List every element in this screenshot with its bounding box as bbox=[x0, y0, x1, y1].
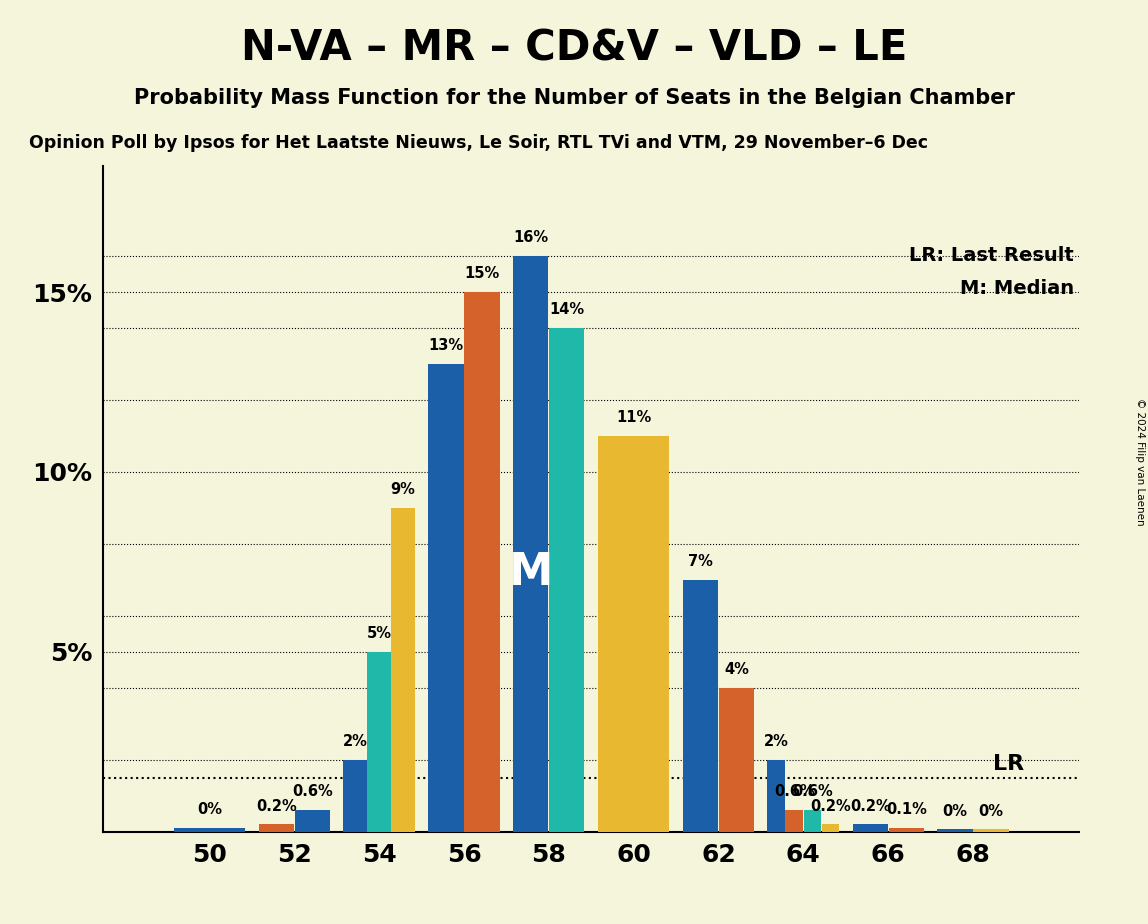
Bar bbox=[174, 828, 245, 832]
Text: 0%: 0% bbox=[943, 804, 968, 819]
Text: 0%: 0% bbox=[978, 804, 1003, 819]
Text: 5%: 5% bbox=[366, 626, 391, 641]
Text: 16%: 16% bbox=[513, 230, 549, 246]
Text: 0.6%: 0.6% bbox=[774, 784, 815, 799]
Text: 0.6%: 0.6% bbox=[292, 784, 333, 799]
Text: 11%: 11% bbox=[616, 410, 651, 425]
Text: © 2024 Filip van Laenen: © 2024 Filip van Laenen bbox=[1135, 398, 1145, 526]
Text: M: Median: M: Median bbox=[960, 279, 1075, 298]
Bar bbox=[853, 824, 887, 832]
Text: LR: LR bbox=[993, 754, 1024, 774]
Bar bbox=[822, 824, 839, 832]
Text: Probability Mass Function for the Number of Seats in the Belgian Chamber: Probability Mass Function for the Number… bbox=[133, 88, 1015, 108]
Bar bbox=[719, 687, 754, 832]
Bar bbox=[513, 256, 549, 832]
Text: 14%: 14% bbox=[549, 302, 584, 317]
Bar bbox=[295, 810, 329, 832]
Text: 2%: 2% bbox=[342, 734, 367, 748]
Text: 0.2%: 0.2% bbox=[256, 798, 296, 814]
Text: 0.1%: 0.1% bbox=[886, 802, 926, 817]
Bar bbox=[768, 760, 785, 832]
Text: 2%: 2% bbox=[763, 734, 789, 748]
Text: 4%: 4% bbox=[724, 662, 748, 677]
Text: 15%: 15% bbox=[464, 266, 499, 282]
Text: 0.6%: 0.6% bbox=[792, 784, 832, 799]
Bar bbox=[974, 829, 1009, 832]
Bar bbox=[549, 328, 584, 832]
Bar bbox=[938, 829, 972, 832]
Bar bbox=[683, 580, 719, 832]
Bar bbox=[343, 760, 367, 832]
Bar bbox=[889, 828, 924, 832]
Text: 0.2%: 0.2% bbox=[810, 798, 851, 814]
Bar bbox=[428, 364, 464, 832]
Text: Opinion Poll by Ipsos for Het Laatste Nieuws, Le Soir, RTL TVi and VTM, 29 Novem: Opinion Poll by Ipsos for Het Laatste Ni… bbox=[29, 134, 928, 152]
Bar bbox=[464, 292, 499, 832]
Bar bbox=[367, 651, 390, 832]
Bar bbox=[785, 810, 804, 832]
Bar bbox=[804, 810, 821, 832]
Bar bbox=[598, 436, 669, 832]
Text: 13%: 13% bbox=[428, 338, 464, 353]
Text: 7%: 7% bbox=[688, 554, 713, 569]
Text: M: M bbox=[509, 552, 553, 594]
Text: 0.2%: 0.2% bbox=[850, 798, 891, 814]
Text: 9%: 9% bbox=[390, 482, 416, 497]
Text: LR: Last Result: LR: Last Result bbox=[909, 246, 1075, 265]
Text: 0%: 0% bbox=[197, 802, 222, 817]
Text: N-VA – MR – CD&V – VLD – LE: N-VA – MR – CD&V – VLD – LE bbox=[241, 28, 907, 69]
Bar bbox=[391, 508, 414, 832]
Bar bbox=[258, 824, 294, 832]
